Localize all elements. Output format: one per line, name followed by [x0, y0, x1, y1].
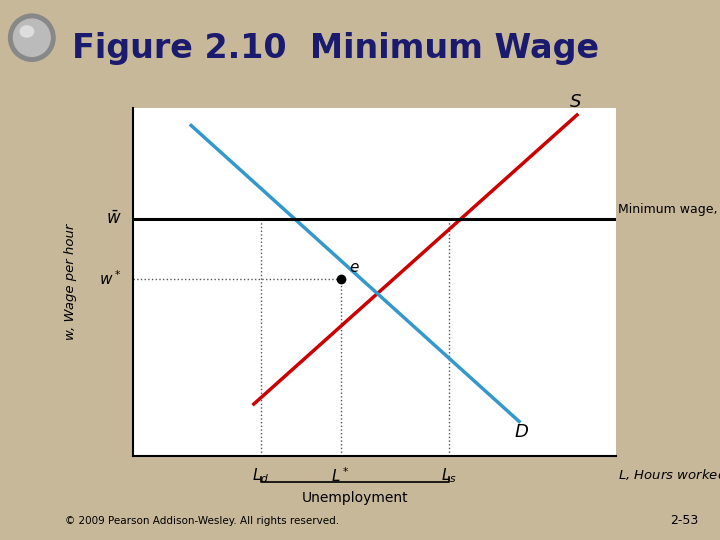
Text: 2-53: 2-53: [670, 514, 698, 526]
Text: Minimum wage, price floor: Minimum wage, price floor: [618, 203, 720, 216]
Text: $L$, Hours worked per year: $L$, Hours worked per year: [618, 467, 720, 484]
Text: Unemployment: Unemployment: [302, 491, 408, 505]
Circle shape: [14, 19, 50, 56]
Text: $L^*$: $L^*$: [331, 467, 350, 485]
Text: $L_s$: $L_s$: [441, 467, 457, 485]
Text: D: D: [514, 423, 528, 441]
Text: Figure 2.10  Minimum Wage: Figure 2.10 Minimum Wage: [72, 32, 599, 65]
Text: w, Wage per hour: w, Wage per hour: [64, 224, 77, 340]
Text: $\mathit{\bar{w}}$: $\mathit{\bar{w}}$: [106, 211, 121, 228]
Text: $\mathit{w^*}$: $\mathit{w^*}$: [99, 269, 121, 288]
Text: S: S: [570, 93, 581, 111]
Text: e: e: [349, 260, 359, 275]
Ellipse shape: [20, 26, 34, 37]
Text: © 2009 Pearson Addison-Wesley. All rights reserved.: © 2009 Pearson Addison-Wesley. All right…: [65, 516, 339, 526]
Circle shape: [9, 14, 55, 62]
Text: $L_d$: $L_d$: [253, 467, 270, 485]
